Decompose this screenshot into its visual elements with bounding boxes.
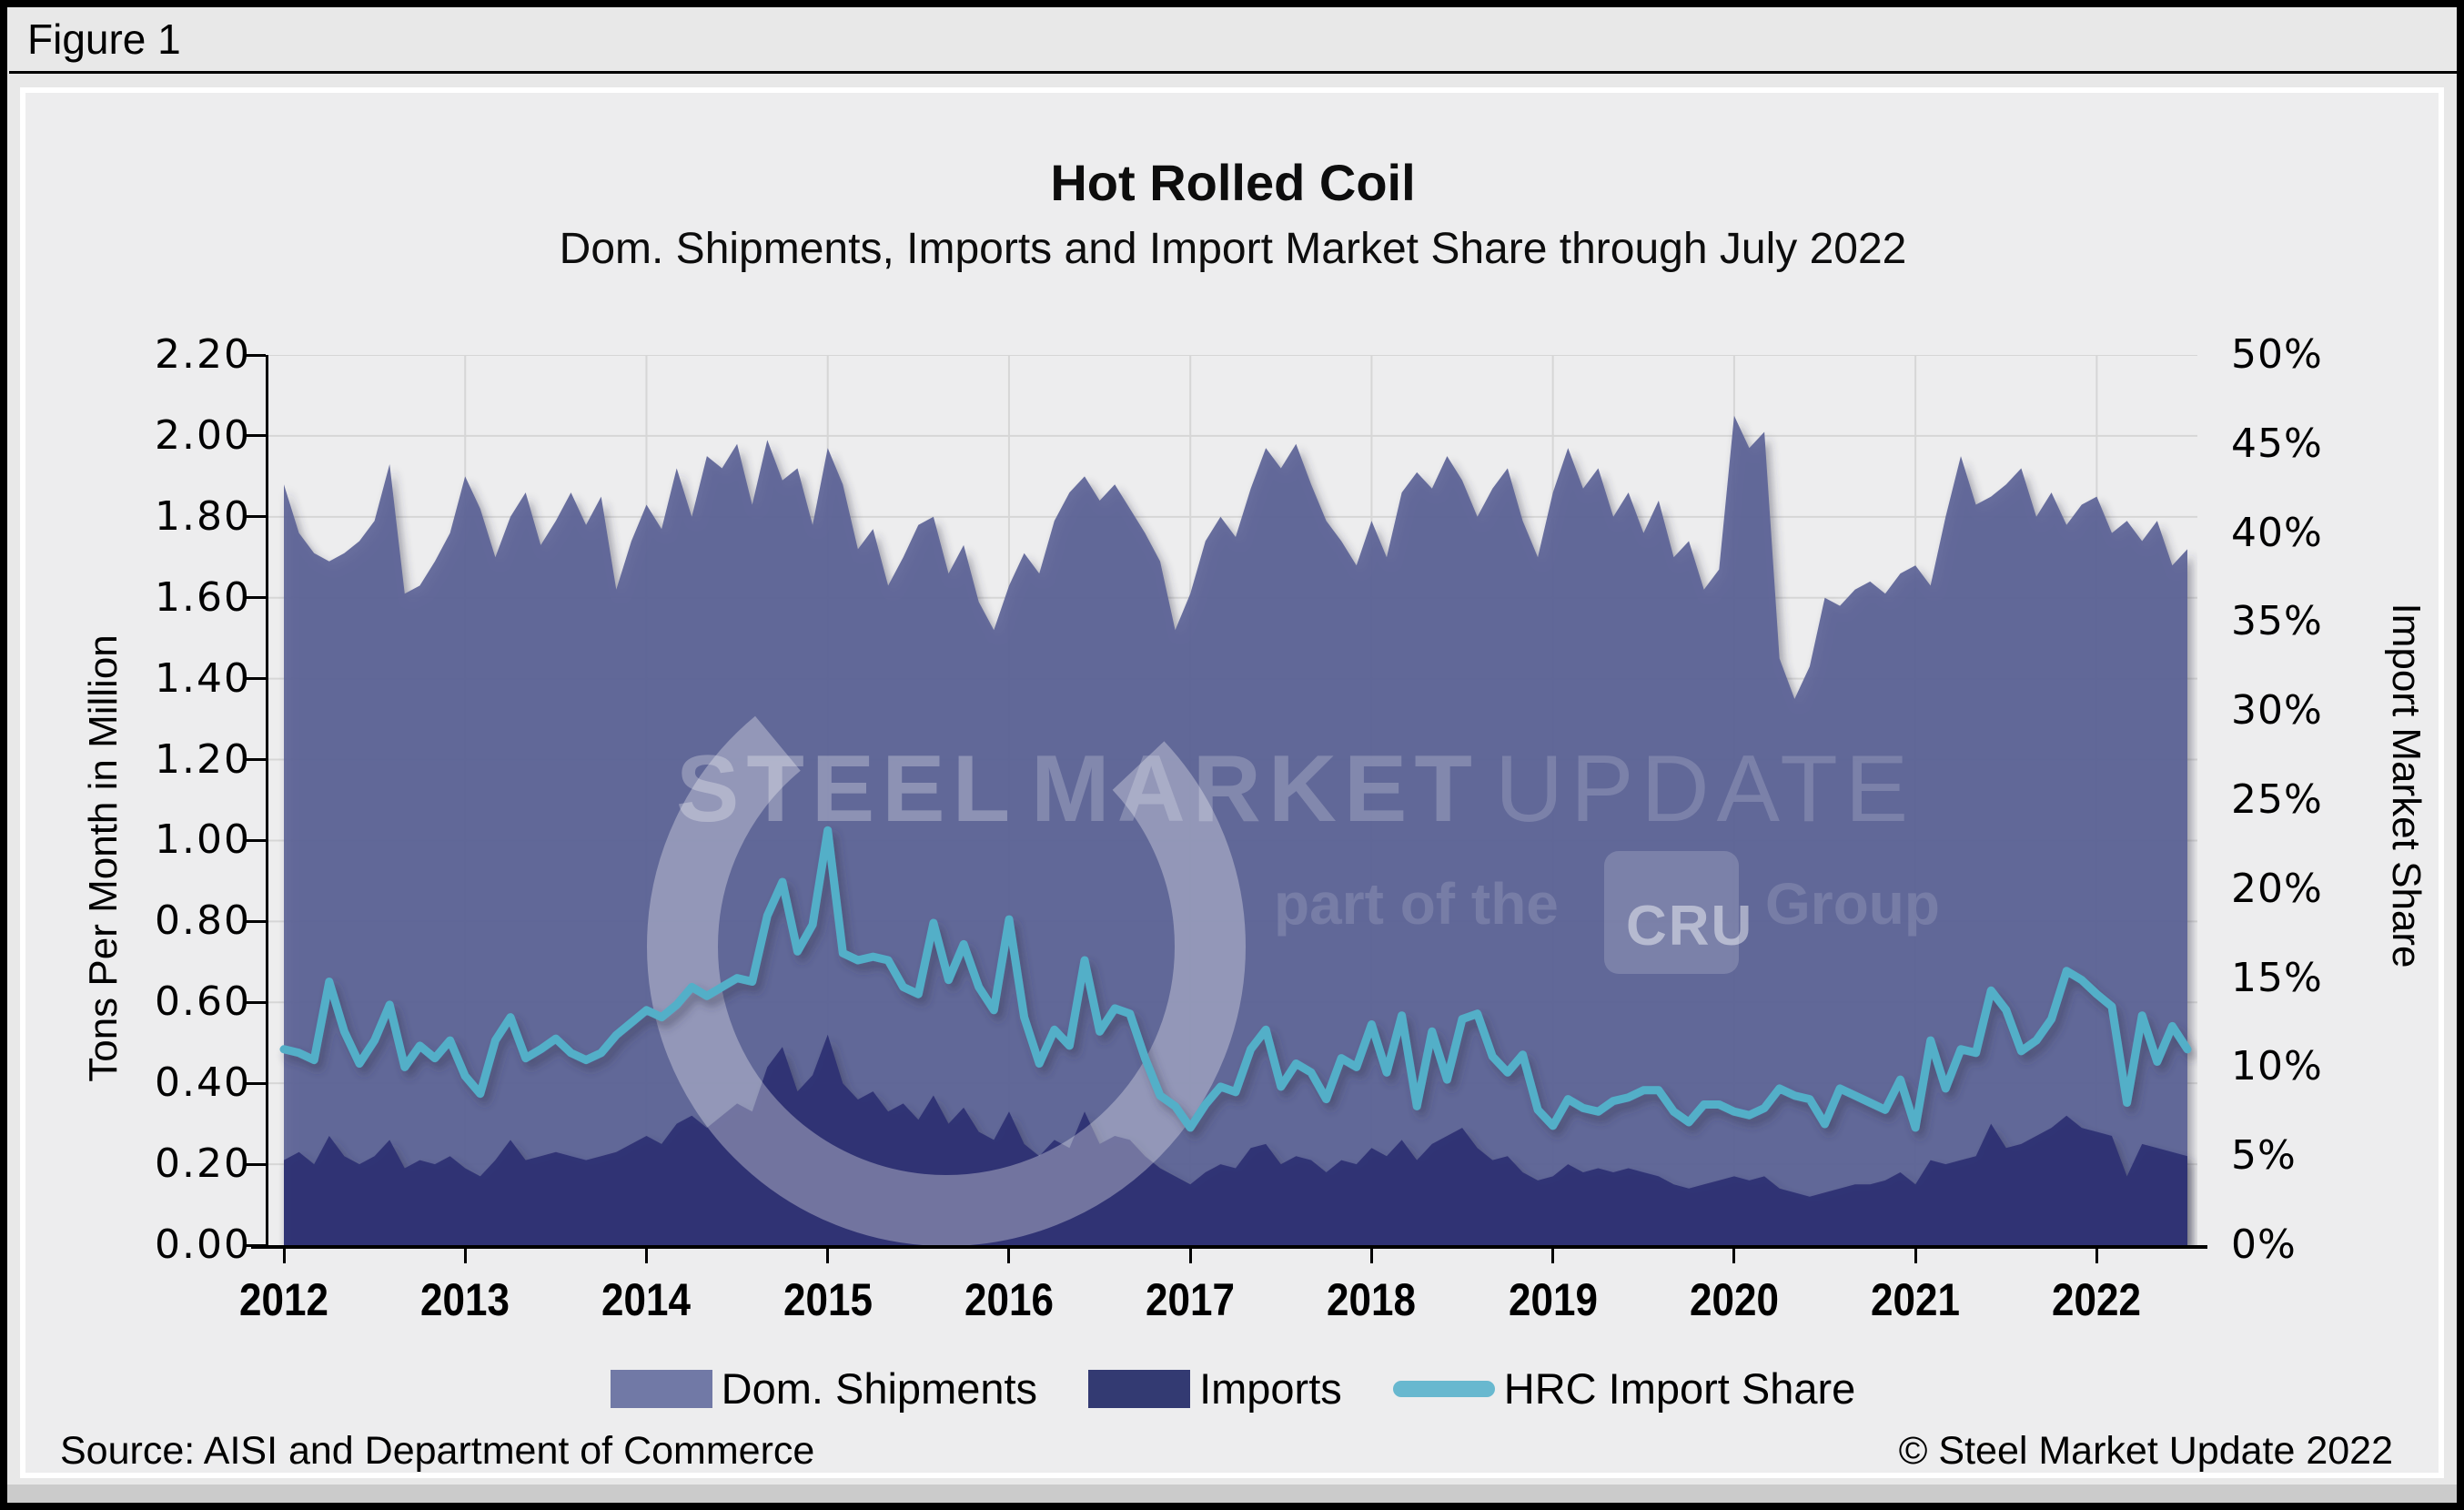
watermark-word: MARKET bbox=[1031, 736, 1479, 842]
x-tick-mark bbox=[1551, 1249, 1555, 1263]
right-tick-label: 35% bbox=[2231, 598, 2323, 645]
hrc-import-share-line-icon bbox=[1392, 1380, 1495, 1397]
dom-shipments-swatch-icon bbox=[610, 1369, 712, 1408]
y-tick-label: 0.00 bbox=[155, 1221, 251, 1268]
y-tick-mark bbox=[246, 677, 266, 681]
bottom-band bbox=[7, 1485, 2457, 1503]
chart-subtitle: Dom. Shipments, Imports and Import Marke… bbox=[559, 225, 1907, 273]
x-tick-label: 2015 bbox=[783, 1274, 873, 1325]
imports-swatch-icon bbox=[1088, 1369, 1191, 1408]
watermark-tagline-prefix: part of the bbox=[1274, 871, 1559, 937]
x-tick-mark bbox=[1369, 1249, 1373, 1263]
legend-item-imports: Imports bbox=[1088, 1363, 1342, 1414]
chart-title: Hot Rolled Coil bbox=[1050, 154, 1416, 211]
area-dom-shipments bbox=[284, 415, 2187, 1245]
y-tick-mark bbox=[246, 758, 266, 762]
y-tick-label: 2.20 bbox=[155, 331, 251, 378]
y-tick-label: 1.20 bbox=[155, 735, 251, 783]
right-tick-label: 10% bbox=[2231, 1043, 2323, 1090]
x-tick-label: 2017 bbox=[1146, 1274, 1236, 1325]
figure-label: Figure 1 bbox=[27, 15, 181, 63]
y-tick-label: 0.80 bbox=[155, 897, 251, 945]
right-tick-label: 20% bbox=[2231, 865, 2323, 912]
right-tick-label: 25% bbox=[2231, 776, 2323, 823]
line-hrc-import-share bbox=[279, 826, 2192, 1132]
y-tick-mark bbox=[246, 838, 266, 842]
right-tick-label: 45% bbox=[2231, 420, 2323, 467]
x-tick-mark bbox=[1914, 1249, 1917, 1263]
right-tick-label: 40% bbox=[2231, 509, 2323, 556]
steel-market-update-watermark: STEEL MARKET UPDATE part of the CRU Group bbox=[647, 647, 1940, 1245]
x-tick-label: 2021 bbox=[1871, 1274, 1961, 1325]
legend-item-hrc-import-share: HRC Import Share bbox=[1392, 1363, 1856, 1414]
x-tick-label: 2022 bbox=[2052, 1274, 2142, 1325]
legend-label: Dom. Shipments bbox=[721, 1364, 1038, 1413]
right-tick-label: 30% bbox=[2231, 687, 2323, 735]
source-text: Source: AISI and Department of Commerce bbox=[60, 1429, 815, 1473]
y-tick-mark bbox=[246, 1081, 266, 1085]
y-axis-line bbox=[266, 355, 268, 1248]
y-tick-mark bbox=[246, 1162, 266, 1166]
y-tick-label: 1.00 bbox=[155, 816, 251, 864]
x-axis-line bbox=[251, 1245, 2207, 1249]
x-tick-label: 2016 bbox=[964, 1274, 1054, 1325]
x-tick-mark bbox=[2095, 1249, 2098, 1263]
legend-label: Imports bbox=[1199, 1364, 1342, 1413]
y-tick-mark bbox=[246, 1000, 266, 1004]
x-tick-mark bbox=[1188, 1249, 1192, 1263]
watermark-word: UPDATE bbox=[1495, 736, 1915, 842]
x-tick-mark bbox=[1007, 1249, 1011, 1263]
x-tick-mark bbox=[826, 1249, 830, 1263]
x-tick-label: 2019 bbox=[1508, 1274, 1598, 1325]
y-tick-label: 0.60 bbox=[155, 978, 251, 1026]
right-tick-label: 0% bbox=[2231, 1221, 2297, 1268]
y-tick-label: 1.80 bbox=[155, 492, 251, 540]
right-tick-label: 15% bbox=[2231, 954, 2323, 1001]
watermark-cru: CRU bbox=[1626, 895, 1753, 958]
x-tick-label: 2020 bbox=[1689, 1274, 1779, 1325]
x-tick-mark bbox=[282, 1249, 286, 1263]
y-tick-label: 1.60 bbox=[155, 573, 251, 621]
plot-area: STEEL MARKET UPDATE part of the CRU Group bbox=[268, 355, 2197, 1245]
x-tick-label: 2013 bbox=[420, 1274, 510, 1325]
y-tick-mark bbox=[246, 434, 266, 438]
y-tick-label: 2.00 bbox=[155, 411, 251, 459]
y-tick-mark bbox=[246, 919, 266, 923]
legend-item-dom-shipments: Dom. Shipments bbox=[610, 1363, 1038, 1414]
y-tick-mark bbox=[246, 353, 266, 357]
chart-svg: STEEL MARKET UPDATE part of the CRU Group bbox=[268, 355, 2197, 1245]
y-tick-mark bbox=[246, 1243, 266, 1247]
right-tick-label: 5% bbox=[2231, 1132, 2297, 1180]
x-tick-label: 2018 bbox=[1327, 1274, 1417, 1325]
crescent-c-logo-icon bbox=[647, 647, 1246, 1245]
y-tick-mark bbox=[246, 596, 266, 600]
x-tick-mark bbox=[1732, 1249, 1736, 1263]
y-tick-mark bbox=[246, 515, 266, 519]
watermark-tagline-suffix: Group bbox=[1765, 871, 1940, 937]
x-tick-label: 2012 bbox=[239, 1274, 328, 1325]
x-tick-mark bbox=[463, 1249, 467, 1263]
cru-box-icon bbox=[1604, 851, 1739, 974]
legend-label: HRC Import Share bbox=[1503, 1364, 1856, 1413]
figure-rule bbox=[9, 71, 2457, 74]
right-tick-label: 50% bbox=[2231, 331, 2323, 378]
y-tick-label: 1.40 bbox=[155, 654, 251, 702]
y-tick-label: 0.20 bbox=[155, 1140, 251, 1188]
copyright-text: © Steel Market Update 2022 bbox=[1898, 1429, 2393, 1473]
watermark-word: STEEL bbox=[676, 736, 1017, 842]
legend: Dom. Shipments Imports HRC Import Share bbox=[268, 1363, 2197, 1414]
figure-canvas: Figure 1 Hot Rolled Coil Dom. Shipments,… bbox=[7, 7, 2457, 1503]
y-tick-label: 0.40 bbox=[155, 1059, 251, 1107]
x-tick-label: 2014 bbox=[601, 1274, 692, 1325]
area-imports bbox=[284, 1034, 2187, 1245]
x-tick-mark bbox=[644, 1249, 648, 1263]
